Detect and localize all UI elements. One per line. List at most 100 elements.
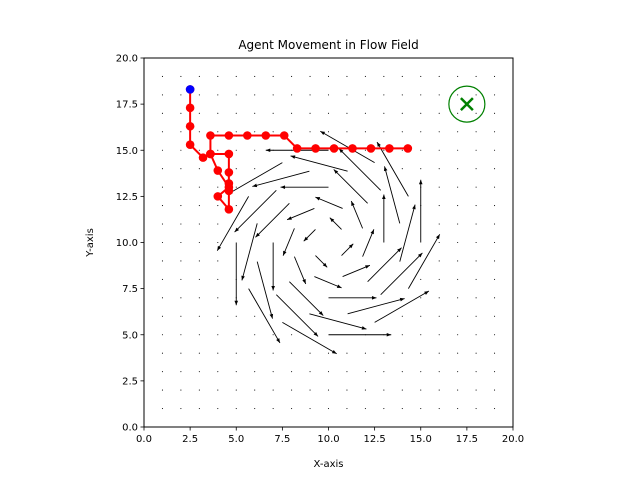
field-dot [457, 408, 459, 410]
agent-path-point [185, 121, 195, 131]
x-axis-label: X-axis [314, 459, 344, 470]
field-dot [180, 260, 182, 262]
field-dot [217, 112, 219, 114]
vortex-arrow [367, 247, 402, 282]
field-dot [161, 408, 163, 410]
field-dot [401, 75, 403, 77]
vortex-arrow [290, 155, 348, 172]
field-dot [235, 352, 237, 354]
field-dot [198, 131, 200, 133]
vortex-arrow [399, 204, 416, 262]
vortex-arrowhead [377, 142, 381, 147]
agent-path-point [261, 131, 271, 140]
field-dot [475, 223, 477, 225]
field-dot [494, 297, 496, 299]
field-dot [438, 278, 440, 280]
field-dot [161, 352, 163, 354]
field-dot [401, 131, 403, 133]
agent-path-point [243, 131, 252, 140]
field-dot [309, 389, 311, 391]
field-dot [161, 297, 163, 299]
markers-layer [185, 85, 486, 123]
vortex-arrowhead [336, 284, 342, 288]
x-tick-label: 20.0 [502, 434, 524, 445]
field-dot [494, 315, 496, 317]
agent-path-point [185, 103, 195, 113]
field-dot [438, 149, 440, 151]
field-dot [180, 75, 182, 77]
field-dot [457, 297, 459, 299]
field-dot [217, 315, 219, 317]
field-dot [494, 389, 496, 391]
field-dot [217, 260, 219, 262]
field-dot [475, 315, 477, 317]
field-dot [494, 186, 496, 188]
field-dot [180, 186, 182, 188]
field-dot [364, 389, 366, 391]
field-dot [161, 223, 163, 225]
field-dot [346, 112, 348, 114]
vortex-arrows-layer [216, 130, 441, 355]
agent-path-point [403, 144, 413, 153]
field-dot [180, 223, 182, 225]
field-dot [383, 389, 385, 391]
field-dot [235, 371, 237, 373]
vortex-arrowhead [283, 250, 287, 256]
field-dot [198, 112, 200, 114]
field-dot [161, 112, 163, 114]
agent-path-point [224, 131, 234, 140]
field-dot [438, 315, 440, 317]
vortex-arrowhead [329, 217, 335, 223]
vortex-arrow [282, 228, 295, 256]
field-dot [235, 389, 237, 391]
field-dot [401, 371, 403, 373]
y-tick-label: 20.0 [116, 54, 138, 65]
field-dot [438, 408, 440, 410]
vortex-arrowhead [315, 197, 321, 201]
field-dot [161, 94, 163, 96]
field-dot [217, 94, 219, 96]
field-dot [420, 315, 422, 317]
field-dot [291, 94, 293, 96]
field-dot [494, 334, 496, 336]
field-dot [494, 371, 496, 373]
field-dot [457, 112, 459, 114]
vortex-arrow [227, 162, 283, 195]
vortex-arrowhead [386, 332, 392, 337]
field-dot [254, 334, 256, 336]
agent-path-point [224, 149, 234, 159]
field-dot [420, 168, 422, 170]
field-dot [401, 149, 403, 151]
field-dot [475, 389, 477, 391]
goal-radius-circle [448, 85, 486, 123]
field-dot [383, 131, 385, 133]
vortex-arrowhead [370, 229, 374, 235]
field-dot [161, 241, 163, 244]
field-dot [475, 205, 477, 207]
field-dot [475, 149, 477, 151]
agent-path-point [366, 144, 376, 153]
vortex-arrow [347, 298, 405, 315]
field-dot [364, 149, 366, 151]
field-dot [346, 75, 348, 77]
field-dot [457, 186, 459, 188]
field-dot [217, 149, 219, 151]
field-dot [494, 241, 496, 244]
field-dot [235, 94, 237, 96]
field-dot [180, 371, 182, 373]
vortex-arrow [234, 189, 277, 233]
field-dot [401, 315, 403, 317]
field-dot [291, 112, 293, 114]
field-dot [364, 371, 366, 373]
field-dot [346, 408, 348, 410]
field-dot [235, 112, 237, 114]
agent-path-point [385, 144, 394, 153]
field-dot [420, 389, 422, 391]
field-dot [364, 94, 366, 96]
field-dot [494, 223, 496, 225]
field-dot [438, 94, 440, 96]
field-dot [494, 260, 496, 262]
vortex-arrowhead [338, 148, 344, 154]
vortex-arrowhead [397, 247, 402, 253]
field-dot [291, 75, 293, 77]
